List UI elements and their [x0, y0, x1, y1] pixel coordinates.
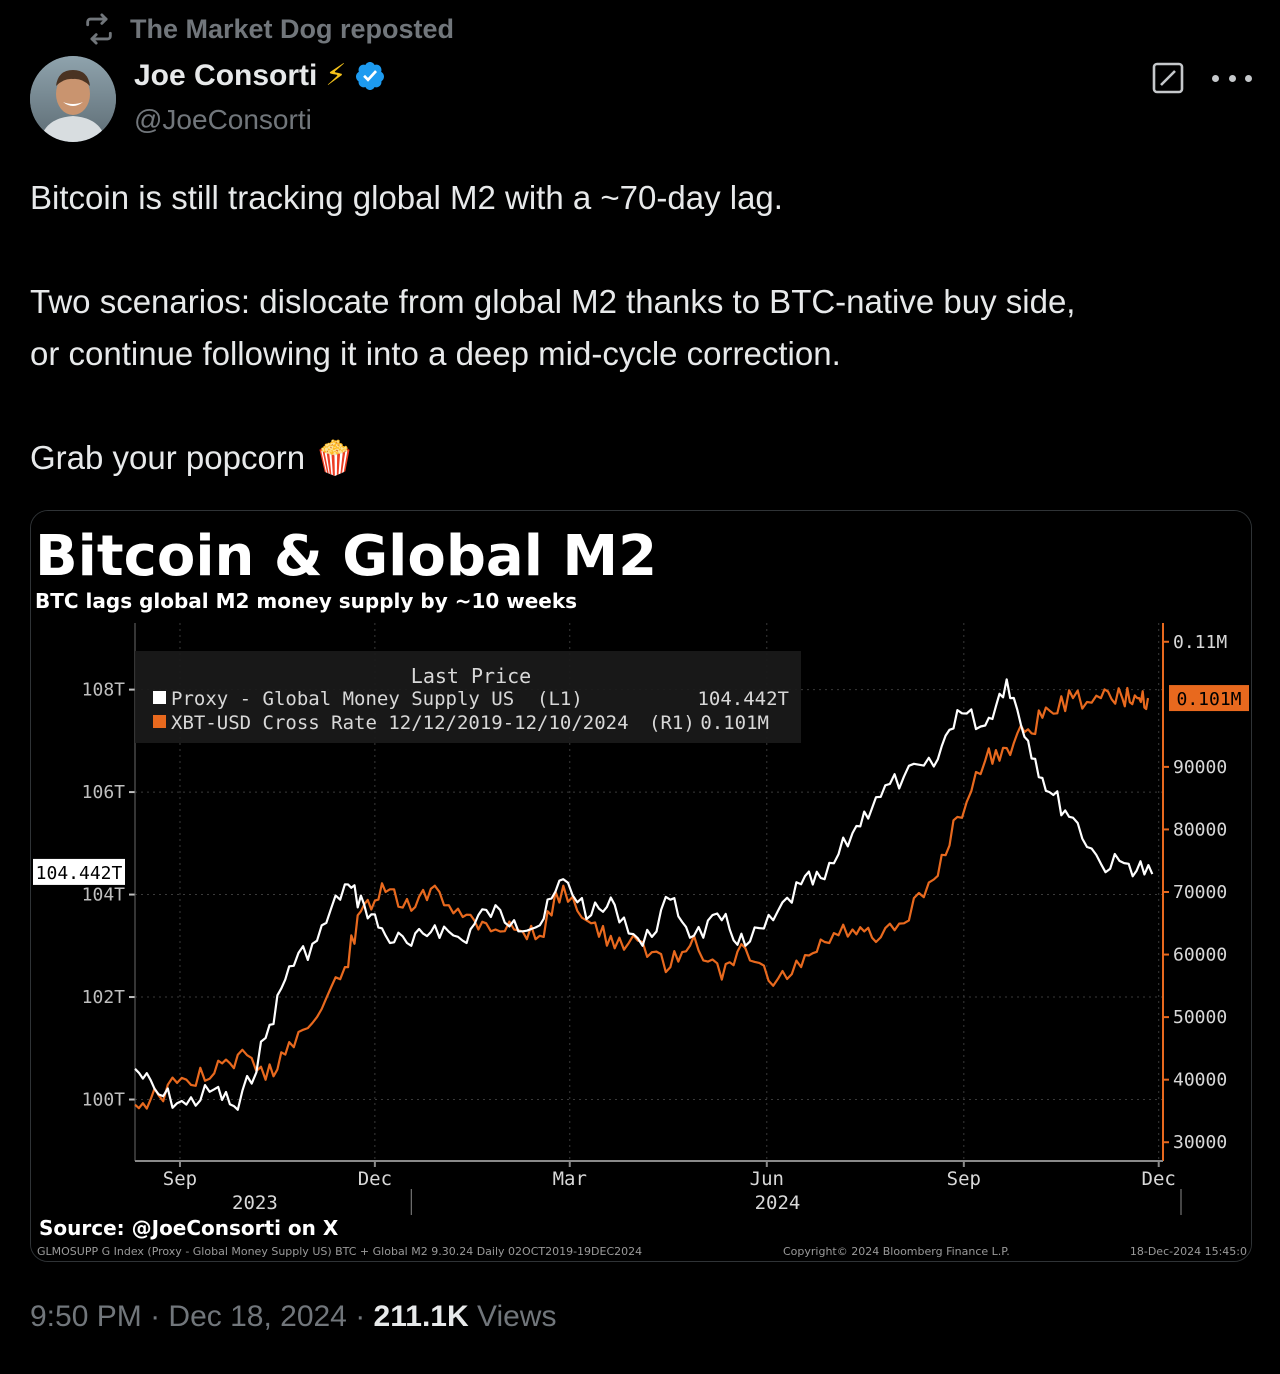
- views-label: Views: [468, 1300, 557, 1333]
- x-tick-label: Dec: [1142, 1168, 1176, 1190]
- top-actions: [1150, 60, 1252, 96]
- right-tick-label: 60000: [1173, 945, 1227, 966]
- left-tick-label: 106T: [82, 782, 126, 803]
- chart-footer-right: 18-Dec-2024 15:45:0: [1130, 1245, 1247, 1258]
- chart-title: Bitcoin & Global M2: [35, 524, 657, 589]
- right-tick-label: 90000: [1173, 757, 1227, 778]
- left-tick-label: 100T: [82, 1090, 126, 1111]
- right-last-flag: [1169, 685, 1249, 712]
- left-tick-label: 104T: [82, 885, 126, 906]
- bitcoin-m2-chart: Bitcoin & Global M2 BTC lags global M2 m…: [31, 511, 1251, 1261]
- left-tick-label: 102T: [82, 987, 126, 1008]
- right-tick-label: 50000: [1173, 1007, 1227, 1028]
- more-options-icon[interactable]: [1212, 60, 1252, 96]
- legend-axis-btc: (R1): [649, 712, 695, 734]
- repost-text: The Market Dog reposted: [130, 13, 455, 44]
- avatar[interactable]: [30, 56, 116, 142]
- series-line-m2: [134, 678, 1154, 1111]
- right-tick-label: 40000: [1173, 1070, 1227, 1091]
- chart-footer-left: GLMOSUPP G Index (Proxy - Global Money S…: [37, 1245, 642, 1258]
- right-tick-label: 30000: [1173, 1132, 1227, 1153]
- verified-badge-icon: [356, 61, 385, 90]
- legend-value-btc: 0.101M: [700, 712, 769, 734]
- right-tick-label: 0.11M: [1173, 632, 1227, 653]
- tweet-line-text: Grab your popcorn: [30, 439, 306, 476]
- chart-legend: Last Price Proxy - Global Money Supply U…: [135, 651, 801, 743]
- chart-source: Source: @JoeConsorti on X: [39, 1216, 339, 1240]
- x-year-label: 2023: [232, 1192, 278, 1214]
- repost-indicator[interactable]: The Market Dog reposted: [82, 12, 454, 46]
- right-tick-label: 70000: [1173, 882, 1227, 903]
- chart-subtitle: BTC lags global M2 money supply by ~10 w…: [35, 589, 577, 613]
- tweet-line: or continue following it into a deep mid…: [30, 335, 841, 372]
- chart-footer-mid: Copyright© 2024 Bloomberg Finance L.P.: [783, 1245, 1010, 1258]
- avatar-image: [30, 56, 116, 142]
- x-axis: Sep Dec Mar Jun Sep Dec 2023 2024: [135, 1160, 1182, 1215]
- chart-image[interactable]: Bitcoin & Global M2 BTC lags global M2 m…: [30, 510, 1252, 1262]
- grok-icon[interactable]: [1150, 60, 1186, 96]
- tweet-date[interactable]: Dec 18, 2024: [168, 1300, 347, 1333]
- left-last-label: 104.442T: [36, 863, 123, 884]
- x-tick-label: Sep: [163, 1168, 197, 1190]
- tweet-text: Bitcoin is still tracking global M2 with…: [30, 172, 1250, 484]
- tweet-line: Grab your popcorn 🍿: [30, 432, 1250, 484]
- legend-value-m2: 104.442T: [697, 688, 789, 710]
- tweet-time[interactable]: 9:50 PM: [30, 1300, 142, 1333]
- author-name[interactable]: Joe Consorti: [134, 58, 318, 92]
- meta-separator: ·: [141, 1300, 169, 1333]
- author-name-row[interactable]: Joe Consorti ⚡: [134, 58, 386, 93]
- legend-swatch-m2: [153, 691, 166, 704]
- left-last-flag: [33, 858, 125, 885]
- legend-label-m2: Proxy - Global Money Supply US (L1): [171, 688, 583, 710]
- tweet-meta: 9:50 PM · Dec 18, 2024 · 211.1K Views: [30, 1300, 556, 1334]
- repost-icon: [86, 13, 112, 45]
- right-tick-label: 80000: [1173, 819, 1227, 840]
- chart-series: [134, 678, 1154, 1111]
- left-axis: 100T 102T 104T 106T 108T 104.442T: [33, 623, 136, 1161]
- legend-header: Last Price: [411, 664, 531, 688]
- tweet-line: Bitcoin is still tracking global M2 with…: [30, 179, 783, 216]
- legend-swatch-btc: [153, 715, 166, 728]
- x-tick-label: Sep: [947, 1168, 981, 1190]
- x-year-label: 2024: [755, 1192, 801, 1214]
- popcorn-emoji: 🍿: [314, 439, 356, 476]
- x-tick-label: Mar: [553, 1168, 587, 1190]
- author-handle[interactable]: @JoeConsorti: [134, 104, 312, 135]
- x-tick-label: Dec: [358, 1168, 392, 1190]
- views-count: 211.1K: [373, 1300, 469, 1333]
- right-last-label: 0.101M: [1176, 689, 1241, 710]
- left-tick-label: 108T: [82, 680, 126, 701]
- x-tick-label: Jun: [750, 1168, 784, 1190]
- right-axis: 30000 40000 50000 60000 70000 80000 90000 0.11M…: [1162, 623, 1249, 1161]
- lightning-emoji: ⚡: [325, 59, 347, 92]
- series-line-btc: [134, 686, 1150, 1110]
- tweet-line: Two scenarios: dislocate from global M2 …: [30, 283, 1076, 320]
- meta-separator: ·: [346, 1300, 374, 1333]
- legend-label-btc: XBT-USD Cross Rate 12/12/2019-12/10/2024: [171, 712, 629, 734]
